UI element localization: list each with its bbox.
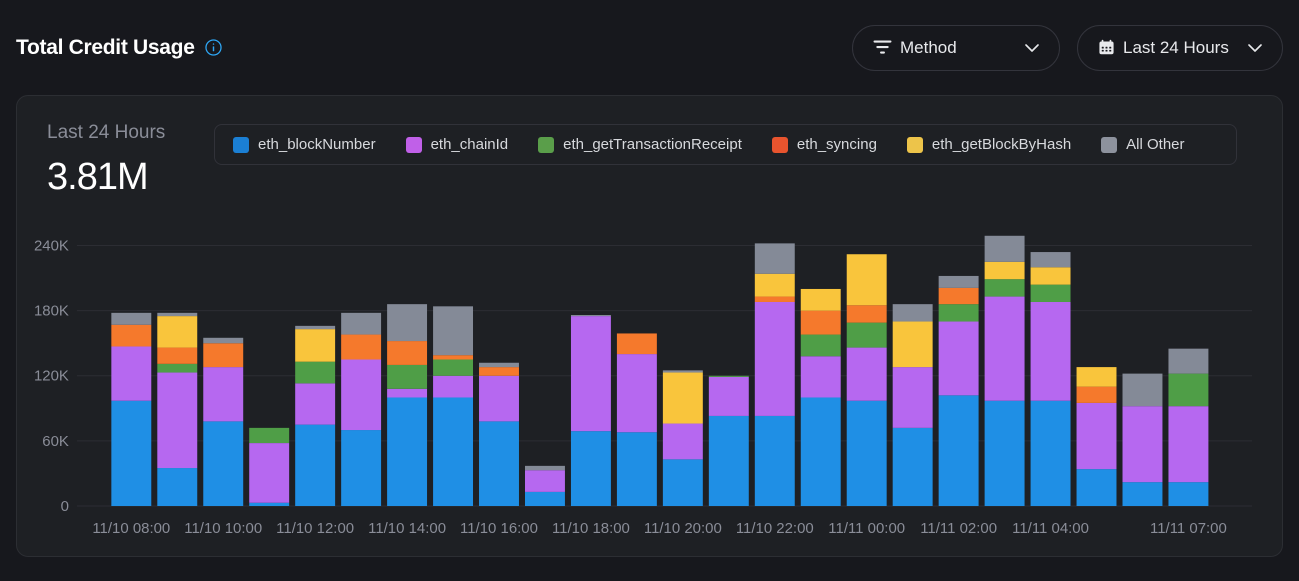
svg-text:11/10 16:00: 11/10 16:00 [460,520,538,537]
svg-text:11/10 18:00: 11/10 18:00 [552,520,630,537]
svg-text:180K: 180K [34,303,69,320]
svg-text:120K: 120K [34,368,69,385]
svg-text:11/10 08:00: 11/10 08:00 [92,520,170,537]
svg-text:11/10 12:00: 11/10 12:00 [276,520,354,537]
svg-text:11/11 07:00: 11/11 07:00 [1150,520,1227,537]
svg-text:11/10 14:00: 11/10 14:00 [368,520,446,537]
svg-text:11/10 20:00: 11/10 20:00 [644,520,722,537]
svg-text:11/11 04:00: 11/11 04:00 [1012,520,1089,537]
svg-text:240K: 240K [34,238,69,255]
svg-text:11/10 10:00: 11/10 10:00 [184,520,262,537]
svg-text:11/11 02:00: 11/11 02:00 [920,520,997,537]
svg-text:0: 0 [61,498,69,515]
svg-text:11/10 22:00: 11/10 22:00 [736,520,814,537]
svg-text:11/11 00:00: 11/11 00:00 [828,520,905,537]
svg-text:60K: 60K [42,433,69,450]
